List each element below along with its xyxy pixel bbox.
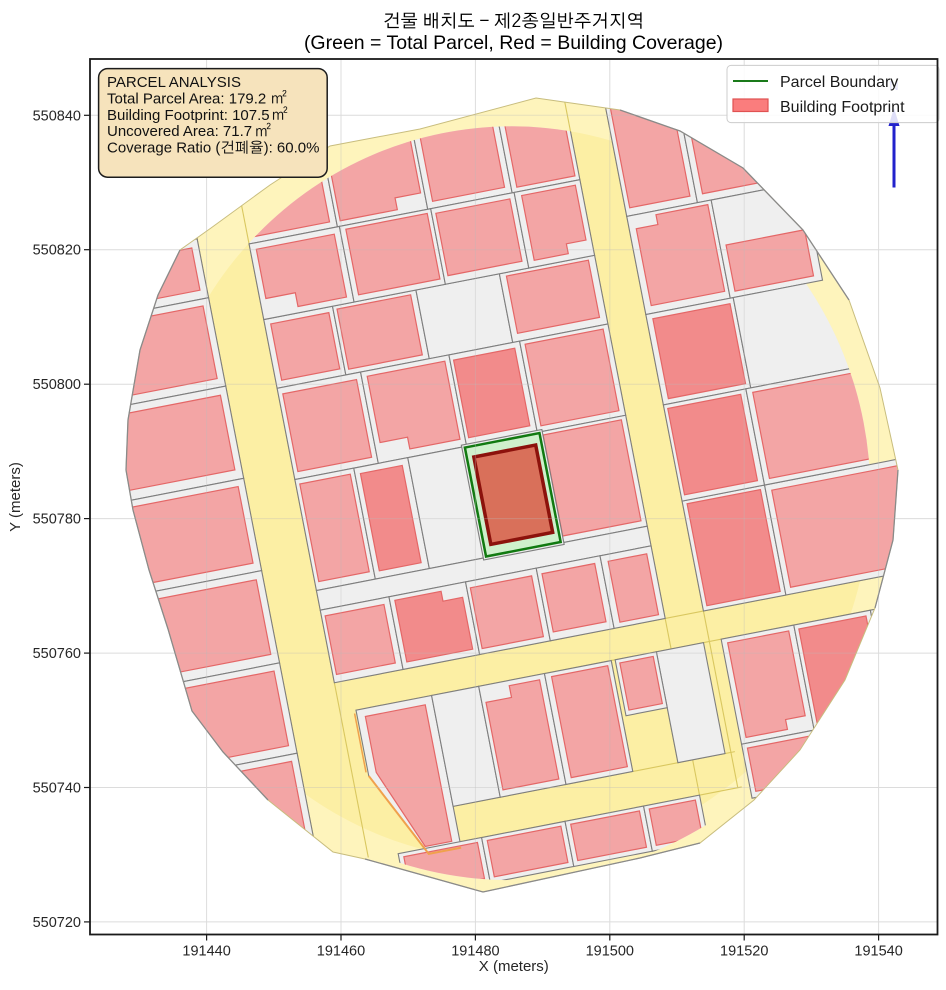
svg-text:Building Footprint: 107.5: Building Footprint: 107.5 [107,107,270,124]
svg-text:Total Parcel Area: 179.2: Total Parcel Area: 179.2 [107,90,266,107]
svg-text:550820: 550820 [33,243,81,259]
svg-text:Coverage Ratio (: Coverage Ratio ( [107,140,220,157]
svg-text:191440: 191440 [182,944,230,960]
svg-text:): 60.0%: ): 60.0% [264,140,320,157]
svg-text:191540: 191540 [854,944,902,960]
svg-text:Building Footprint: Building Footprint [780,99,905,116]
svg-text:Y (meters): Y (meters) [7,462,24,532]
svg-text:191460: 191460 [317,944,365,960]
svg-text:191500: 191500 [586,944,634,960]
svg-text:Parcel Boundary: Parcel Boundary [780,74,898,91]
svg-text:550780: 550780 [33,512,81,528]
svg-text:550760: 550760 [33,646,81,662]
svg-text:X (meters): X (meters) [479,958,549,975]
svg-text:550800: 550800 [33,377,81,393]
svg-text:PARCEL ANALYSIS: PARCEL ANALYSIS [107,74,241,91]
svg-text:191480: 191480 [451,944,499,960]
svg-text:191520: 191520 [720,944,768,960]
svg-text:(Green = Total Parcel, Red = B: (Green = Total Parcel, Red = Building Co… [304,32,723,54]
svg-text:550840: 550840 [33,108,81,124]
svg-text:550720: 550720 [33,915,81,931]
svg-text:Uncovered Area: 71.7: Uncovered Area: 71.7 [107,123,252,140]
svg-text:550740: 550740 [33,781,81,797]
